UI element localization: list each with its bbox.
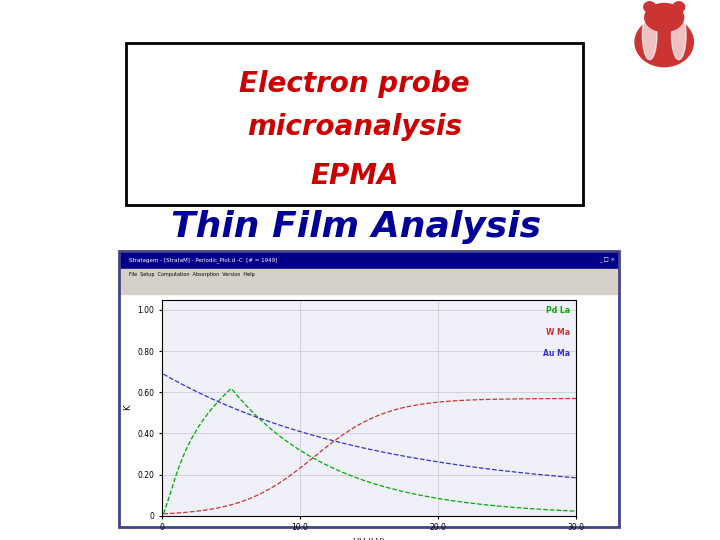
Text: microanalysis: microanalysis [247, 113, 462, 141]
Text: Stratagem - [StrataM] - Periodic_Plot.d -C  [# = 1949]: Stratagem - [StrataM] - Periodic_Plot.d … [129, 257, 277, 263]
Circle shape [645, 3, 684, 31]
Text: Thin Film Analysis: Thin Film Analysis [171, 210, 541, 244]
Text: Pd La: Pd La [546, 306, 570, 315]
Ellipse shape [644, 2, 655, 12]
Text: EPMA: EPMA [310, 162, 399, 190]
Bar [119, 269, 619, 280]
Text: UW- Madison Geology  777: UW- Madison Geology 777 [10, 12, 239, 27]
Ellipse shape [672, 10, 686, 60]
Y-axis label: K: K [123, 405, 132, 410]
Text: Au Ma: Au Ma [543, 349, 570, 359]
Ellipse shape [635, 17, 693, 67]
X-axis label: HV (kV): HV (kV) [353, 538, 385, 540]
Ellipse shape [642, 10, 657, 60]
Ellipse shape [673, 2, 685, 12]
Text: Electron probe: Electron probe [239, 70, 470, 98]
Text: File  Setup  Computation  Absorption  Version  Help: File Setup Computation Absorption Versio… [129, 272, 254, 277]
FancyBboxPatch shape [126, 43, 583, 205]
Bar [119, 251, 619, 269]
Text: W Ma: W Ma [546, 328, 570, 337]
Bar [119, 280, 619, 294]
Text: _ □ ×: _ □ × [599, 257, 616, 263]
